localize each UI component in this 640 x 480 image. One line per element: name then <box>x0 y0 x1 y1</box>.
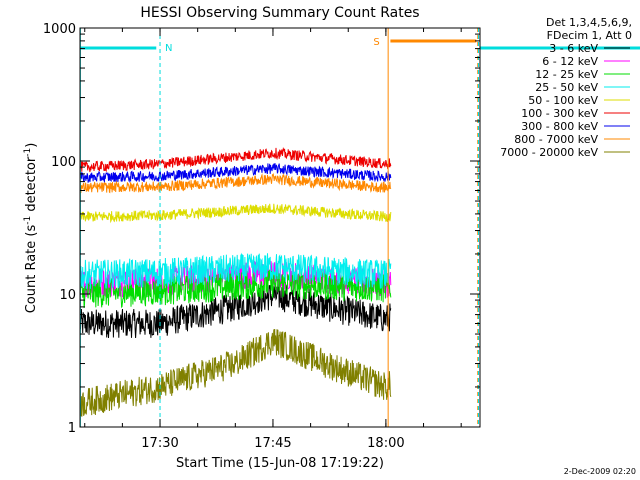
series-line-7 <box>79 172 392 194</box>
y-axis-label-end: ) <box>24 143 39 148</box>
y-tick-label-2: 100 <box>51 155 76 170</box>
annotation-n: N <box>165 43 172 54</box>
series-line-2 <box>79 269 392 309</box>
y-axis-label-sup1: -1 <box>23 216 33 225</box>
y-axis-label-mid: detector <box>24 156 39 216</box>
y-axis-label-sup2: -1 <box>23 148 33 157</box>
chart-title: HESSI Observing Summary Count Rates <box>140 5 419 21</box>
y-tick-label-0: 1 <box>68 421 76 436</box>
x-tick-label-2: 18:00 <box>367 436 404 451</box>
series-line-4 <box>79 203 392 224</box>
annotation-s: S <box>373 37 379 48</box>
x-axis-label: Start Time (15-Jun-08 17:19:22) <box>176 456 384 471</box>
legend-title-line-2: FDecim 1, Att 0 <box>547 29 632 42</box>
legend-label-2: 12 - 25 keV <box>535 68 598 81</box>
y-tick-label-3: 1000 <box>43 22 76 37</box>
legend-label-5: 100 - 300 keV <box>521 107 598 120</box>
legend-label-4: 50 - 100 keV <box>528 94 598 107</box>
series-line-3 <box>79 252 392 289</box>
legend-label-7: 800 - 7000 keV <box>514 133 598 146</box>
y-axis-label: Count Rate (s-1 detector-1) <box>23 143 39 314</box>
legend-label-8: 7000 - 20000 keV <box>500 146 598 159</box>
axes-layer: 17:30 17:45 18:00 1 10 100 1000 <box>43 22 481 451</box>
plot-layer: NS <box>79 28 640 427</box>
series-line-0 <box>79 282 392 339</box>
x-tick-label-1: 17:45 <box>254 436 291 451</box>
y-axis-label-main: Count Rate (s <box>24 225 39 314</box>
x-tick-label-0: 17:30 <box>141 436 178 451</box>
footer-timestamp: 2-Dec-2009 02:20 <box>564 467 636 476</box>
series-line-6 <box>79 163 392 183</box>
series-line-5 <box>79 146 392 173</box>
legend-label-1: 6 - 12 keV <box>542 55 598 68</box>
legend-label-0: 3 - 6 keV <box>549 42 598 55</box>
plot-frame <box>79 27 481 428</box>
legend-label-6: 300 - 800 keV <box>521 120 598 133</box>
legend-label-3: 25 - 50 keV <box>535 81 598 94</box>
legend-title-line-1: Det 1,3,4,5,6,9, <box>546 16 632 29</box>
series-line-8 <box>79 328 392 417</box>
y-tick-label-1: 10 <box>59 288 76 303</box>
